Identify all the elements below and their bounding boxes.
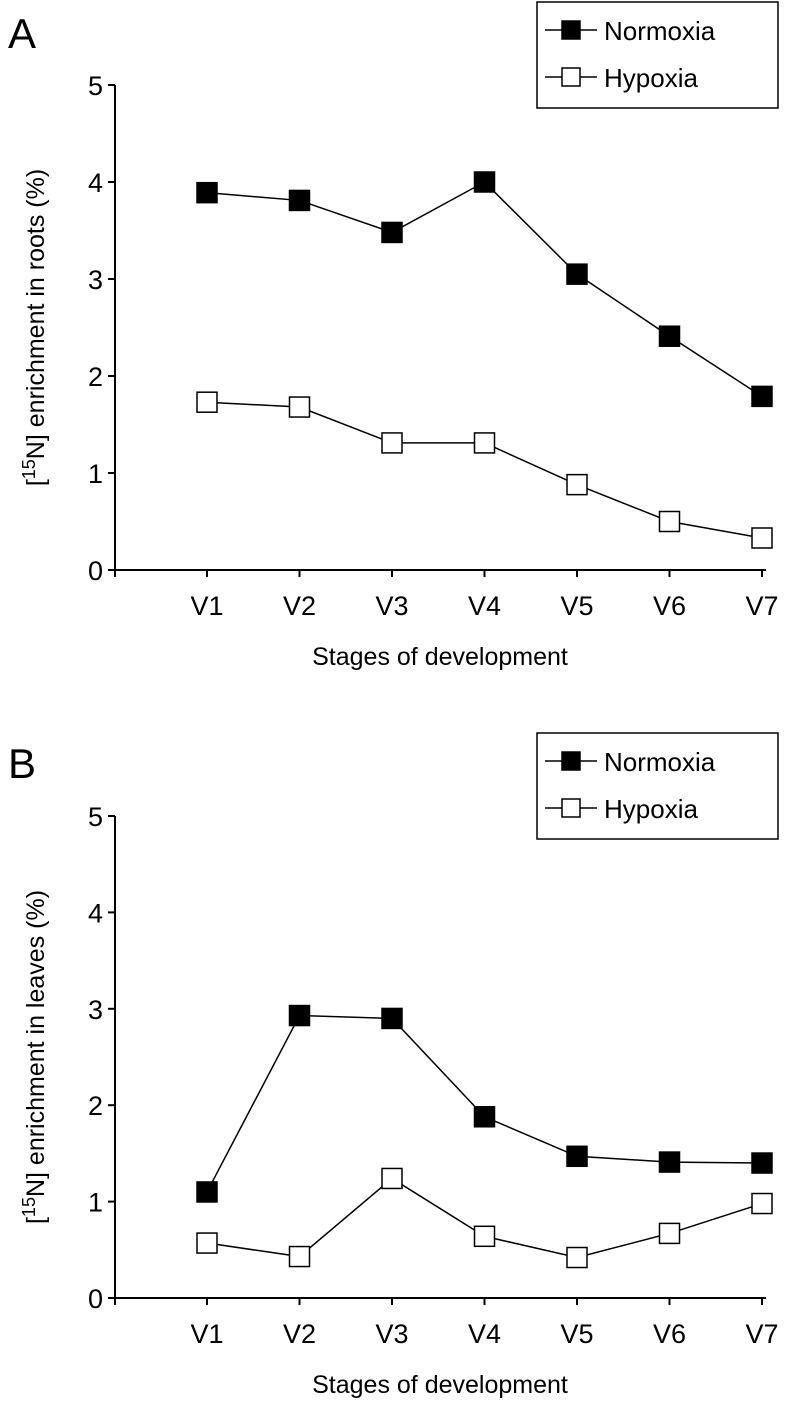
y-axis-label-superscript: 15 (19, 1197, 39, 1217)
filled-square-icon (561, 20, 581, 40)
data-point-hypoxia (288, 1245, 311, 1268)
y-tick-label: 4 (88, 898, 103, 928)
x-tick-label: V3 (375, 1319, 408, 1349)
data-point-normoxia (751, 385, 773, 408)
y-tick-label: 4 (88, 168, 103, 198)
x-tick-label: V4 (468, 1319, 501, 1349)
x-axis-label: Stages of development (312, 643, 568, 671)
data-point-hypoxia (751, 1192, 773, 1215)
y-tick-label: 2 (88, 1091, 103, 1121)
data-point-normoxia (288, 1004, 311, 1027)
panel-label: A (8, 10, 36, 57)
data-point-normoxia (288, 189, 311, 212)
data-point-hypoxia (381, 1167, 403, 1190)
x-tick-label: V4 (468, 591, 501, 621)
panel-label: B (8, 740, 36, 787)
data-point-hypoxia (196, 391, 218, 413)
panel-a: A 0 1 2 3 4 5 V1 V2 V3 V4 V5 V6 V7 Stages of developme… (8, 1, 779, 671)
x-tick-label: V5 (560, 1319, 593, 1349)
open-square-icon (561, 67, 581, 87)
x-tick-label: V7 (745, 1319, 778, 1349)
filled-square-icon (561, 751, 581, 771)
x-tick-label: V3 (375, 591, 408, 621)
data-point-normoxia (566, 263, 588, 285)
data-point-normoxia (381, 1007, 403, 1030)
y-tick-label: 3 (88, 265, 103, 295)
data-point-normoxia (196, 1181, 218, 1203)
y-axis-label-suffix: N] enrichment in leaves (%) (22, 890, 50, 1197)
x-tick-label: V2 (283, 591, 316, 621)
x-axis-label: Stages of development (312, 1371, 568, 1399)
data-point-normoxia (473, 1106, 496, 1128)
x-tick-label: V1 (190, 1319, 223, 1349)
legend-label: Normoxia (604, 16, 716, 46)
x-tick-label: V6 (653, 591, 686, 621)
legend-box (536, 732, 779, 840)
y-tick-label: 1 (88, 1188, 103, 1218)
legend: Normoxia Hypoxia (536, 1, 779, 109)
data-point-hypoxia (288, 396, 311, 418)
y-axis-label: [15N] enrichment in roots (%) (19, 169, 50, 486)
data-point-hypoxia (473, 1225, 496, 1248)
data-point-normoxia (473, 171, 496, 193)
data-point-normoxia (566, 1145, 588, 1168)
data-point-normoxia (196, 181, 218, 204)
legend-box (536, 1, 779, 109)
legend-label: Hypoxia (604, 794, 698, 824)
data-point-normoxia (381, 221, 403, 244)
x-tick-label: V6 (653, 1319, 686, 1349)
data-point-hypoxia (658, 510, 681, 533)
y-axis-label: [15N] enrichment in leaves (%) (19, 890, 50, 1224)
legend: Normoxia Hypoxia (536, 732, 779, 840)
y-tick-label: 0 (88, 556, 103, 586)
data-point-hypoxia (566, 473, 588, 496)
panel-b: B 0 1 2 3 4 5 V1 V2 V3 V4 V5 V6 V7 Stages of developme… (8, 732, 779, 1399)
y-tick-label: 2 (88, 362, 103, 392)
x-tick-label: V2 (283, 1319, 316, 1349)
y-axis-label-prefix: [ (22, 479, 50, 486)
x-tick-label: V7 (745, 591, 778, 621)
y-tick-label: 3 (88, 995, 103, 1025)
series-line-normoxia (206, 181, 763, 397)
data-point-hypoxia (473, 432, 496, 454)
data-point-hypoxia (751, 527, 773, 549)
legend-label: Hypoxia (604, 63, 698, 93)
data-point-normoxia (658, 1151, 681, 1173)
y-tick-label: 1 (88, 459, 103, 489)
data-point-hypoxia (566, 1246, 588, 1269)
y-tick-label: 5 (88, 71, 103, 101)
data-point-hypoxia (658, 1222, 681, 1245)
y-axis-label-prefix: [ (22, 1217, 50, 1224)
y-axis-label-superscript: 15 (19, 459, 39, 479)
open-square-icon (561, 798, 581, 818)
data-point-normoxia (658, 325, 681, 347)
y-tick-label: 0 (88, 1284, 103, 1314)
y-axis-label-suffix: N] enrichment in roots (%) (22, 169, 50, 459)
data-point-hypoxia (196, 1232, 218, 1254)
x-tick-label: V5 (560, 591, 593, 621)
legend-label: Normoxia (604, 747, 716, 777)
x-tick-label: V1 (190, 591, 223, 621)
data-point-hypoxia (381, 432, 403, 454)
y-tick-label: 5 (88, 802, 103, 832)
data-point-normoxia (751, 1152, 773, 1174)
